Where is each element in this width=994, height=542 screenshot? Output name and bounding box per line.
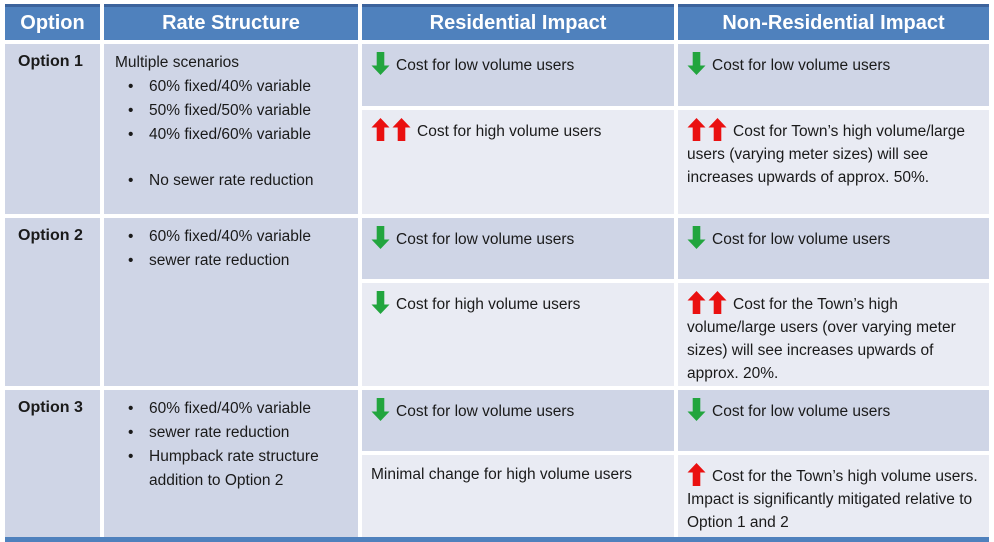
down-arrow-icon: [687, 226, 706, 249]
option-cell: Option 3: [5, 390, 100, 537]
header-residential-impact: Residential Impact: [362, 4, 674, 40]
rate-structure-cell: • 60% fixed/40% variable • sewer rate reduc…: [104, 390, 358, 537]
residential-impact-cell: Cost for low volume users: [362, 44, 674, 106]
rate-structure-bullet-item: • No sewer rate reduction: [115, 169, 352, 193]
up-arrow-icon: [371, 118, 411, 141]
table-bottom-border: [5, 537, 989, 542]
impact-text: Cost for low volume users: [712, 57, 891, 74]
bullet-text: 40% fixed/60% variable: [149, 126, 311, 143]
bullet-text: 50% fixed/50% variable: [149, 102, 311, 119]
bullet-text: 60% fixed/40% variable: [149, 78, 311, 95]
residential-impact-cell: Cost for high volume users: [362, 110, 674, 214]
bullet-icon: •: [128, 448, 134, 465]
non-residential-impact-cell: Cost for the Town’s high volume users. I…: [678, 455, 989, 537]
residential-impact-cell: Cost for high volume users: [362, 283, 674, 386]
impact-text: Cost for low volume users: [396, 231, 575, 248]
residential-impact-cell: Cost for low volume users: [362, 390, 674, 451]
bullet-icon: •: [128, 172, 134, 189]
rate-structure-bullet-item: • 40% fixed/60% variable: [115, 123, 352, 147]
rate-structure-cell: • 60% fixed/40% variable • sewer rate reduc…: [104, 218, 358, 386]
blank-line: [115, 147, 352, 169]
bullet-icon: •: [128, 78, 134, 95]
impact-text: Cost for low volume users: [396, 403, 575, 420]
header-non-residential-impact: Non-Residential Impact: [678, 4, 989, 40]
impact-text: Cost for low volume users: [712, 403, 891, 420]
up-arrow-icon: [687, 118, 727, 141]
bullet-icon: •: [128, 252, 134, 269]
bullet-icon: •: [128, 424, 134, 441]
up-arrow-icon: [687, 463, 706, 486]
rate-structure-bullet-item: • 50% fixed/50% variable: [115, 99, 352, 123]
bullet-text: sewer rate reduction: [149, 252, 290, 269]
residential-impact-cell: Minimal change for high volume users: [362, 455, 674, 537]
bullet-icon: •: [128, 400, 134, 417]
rate-structure-bullet-item: • sewer rate reduction: [115, 421, 352, 445]
down-arrow-icon: [371, 226, 390, 249]
option-cell: Option 2: [5, 218, 100, 386]
impact-text: Cost for the Town’s high volume/large us…: [687, 296, 956, 382]
non-residential-impact-cell: Cost for Town’s high volume/large users …: [678, 110, 989, 214]
rate-structure-cell: Multiple scenarios • 60% fixed/40% variabl…: [104, 44, 358, 214]
bullet-text: Humpback rate structure addition to Opti…: [149, 448, 319, 489]
rate-structure-text: Multiple scenarios: [115, 54, 240, 71]
down-arrow-icon: [687, 398, 706, 421]
residential-impact-cell: Cost for low volume users: [362, 218, 674, 279]
non-residential-impact-cell: Cost for the Town’s high volume/large us…: [678, 283, 989, 386]
bullet-text: sewer rate reduction: [149, 424, 290, 441]
header-rate-structure: Rate Structure: [104, 4, 358, 40]
non-residential-impact-cell: Cost for low volume users: [678, 44, 989, 106]
bullet-icon: •: [128, 126, 134, 143]
down-arrow-icon: [371, 398, 390, 421]
rate-structure-bullet-item: • 60% fixed/40% variable: [115, 397, 352, 421]
down-arrow-icon: [371, 52, 390, 75]
rate-structure-bullet-item: • 60% fixed/40% variable: [115, 225, 352, 249]
non-residential-impact-cell: Cost for low volume users: [678, 390, 989, 451]
impact-text: Cost for the Town’s high volume users. I…: [687, 468, 978, 531]
impact-text: Cost for low volume users: [712, 231, 891, 248]
non-residential-impact-cell: Cost for low volume users: [678, 218, 989, 279]
rate-structure-bullet-item: • sewer rate reduction: [115, 249, 352, 273]
header-option: Option: [5, 4, 100, 40]
bullet-icon: •: [128, 102, 134, 119]
up-arrow-icon: [687, 291, 727, 314]
impact-text: Cost for low volume users: [396, 57, 575, 74]
impact-text: Cost for high volume users: [396, 296, 581, 313]
impact-text: Cost for Town’s high volume/large users …: [687, 123, 966, 186]
option-cell: Option 1: [5, 44, 100, 214]
down-arrow-icon: [371, 291, 390, 314]
down-arrow-icon: [687, 52, 706, 75]
rate-structure-bullet-item: • Humpback rate structure addition to Opt…: [115, 445, 352, 493]
rate-structure-bullet-item: • 60% fixed/40% variable: [115, 75, 352, 99]
bullet-icon: •: [128, 228, 134, 245]
impact-text: Cost for high volume users: [417, 123, 602, 140]
bullet-text: 60% fixed/40% variable: [149, 400, 311, 417]
bullet-text: No sewer rate reduction: [149, 172, 314, 189]
impact-text: Minimal change for high volume users: [371, 466, 633, 483]
rate-comparison-table: Option Rate Structure Residential Impact…: [5, 4, 989, 537]
bullet-text: 60% fixed/40% variable: [149, 228, 311, 245]
